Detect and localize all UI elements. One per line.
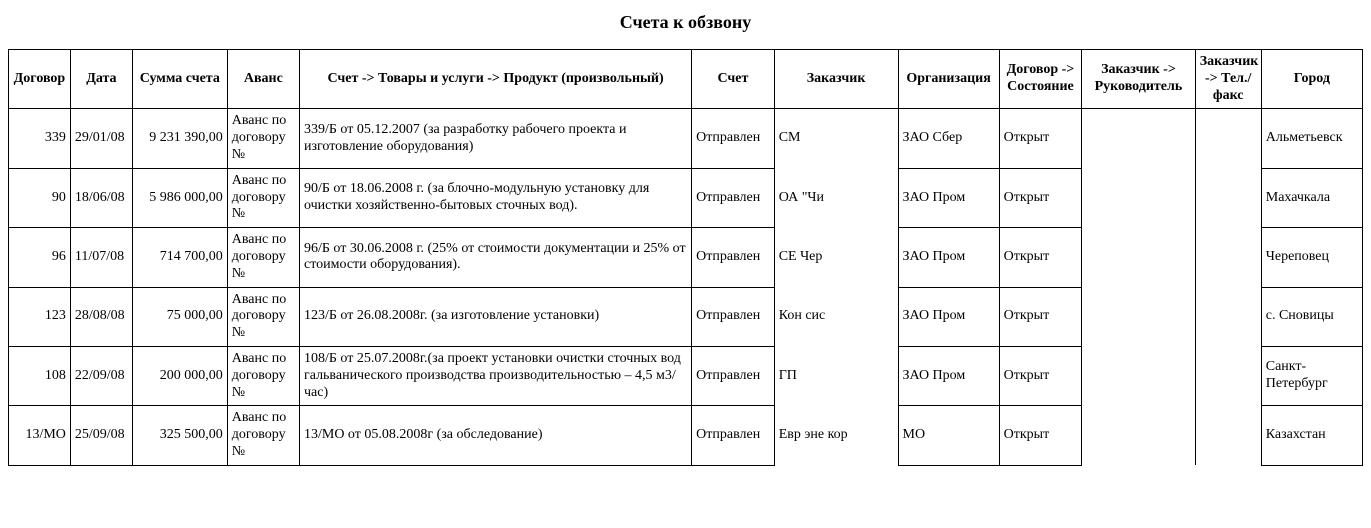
cell-city: Казахстан: [1261, 406, 1362, 465]
cell-head: [1082, 406, 1196, 465]
cell-head: [1082, 287, 1196, 346]
col-head: Заказчик -> Руководитель: [1082, 50, 1196, 109]
table-row: 33929/01/089 231 390,00Аванс по договору…: [9, 109, 1363, 168]
cell-org: ЗАО Сбер: [898, 109, 999, 168]
cell-advance: Аванс по договору №: [227, 406, 299, 465]
table-row: 9611/07/08714 700,00Аванс по договору №9…: [9, 228, 1363, 287]
cell-product: 339/Б от 05.12.2007 (за разработку рабоч…: [299, 109, 691, 168]
cell-head: [1082, 346, 1196, 405]
cell-tel: [1195, 287, 1261, 346]
cell-customer: Евр эне кор: [774, 406, 898, 465]
table-row: 12328/08/0875 000,00Аванс по договору №1…: [9, 287, 1363, 346]
cell-state: Открыт: [999, 109, 1082, 168]
cell-date: 22/09/08: [70, 346, 132, 405]
cell-invoice: Отправлен: [692, 406, 775, 465]
cell-sum: 75 000,00: [132, 287, 227, 346]
col-invoice: Счет: [692, 50, 775, 109]
cell-date: 28/08/08: [70, 287, 132, 346]
cell-product: 13/МО от 05.08.2008г (за обследование): [299, 406, 691, 465]
cell-state: Открыт: [999, 228, 1082, 287]
cell-date: 11/07/08: [70, 228, 132, 287]
cell-invoice: Отправлен: [692, 346, 775, 405]
col-tel: Заказчик -> Тел./факс: [1195, 50, 1261, 109]
cell-tel: [1195, 168, 1261, 227]
cell-customer: ГП: [774, 346, 898, 405]
page-title: Счета к обзвону: [8, 12, 1363, 33]
cell-date: 29/01/08: [70, 109, 132, 168]
cell-org: ЗАО Пром: [898, 228, 999, 287]
cell-tel: [1195, 406, 1261, 465]
col-org: Организация: [898, 50, 999, 109]
cell-customer: СЕ Чер: [774, 228, 898, 287]
cell-head: [1082, 109, 1196, 168]
cell-advance: Аванс по договору №: [227, 109, 299, 168]
cell-state: Открыт: [999, 406, 1082, 465]
cell-customer: СМ: [774, 109, 898, 168]
col-state: Договор -> Состояние: [999, 50, 1082, 109]
cell-contract: 13/МО: [9, 406, 71, 465]
col-customer: Заказчик: [774, 50, 898, 109]
cell-head: [1082, 228, 1196, 287]
cell-product: 123/Б от 26.08.2008г. (за изготовление у…: [299, 287, 691, 346]
col-product: Счет -> Товары и услуги -> Продукт (прои…: [299, 50, 691, 109]
cell-contract: 123: [9, 287, 71, 346]
cell-sum: 714 700,00: [132, 228, 227, 287]
cell-city: Махачкала: [1261, 168, 1362, 227]
cell-org: ЗАО Пром: [898, 346, 999, 405]
cell-contract: 90: [9, 168, 71, 227]
cell-sum: 200 000,00: [132, 346, 227, 405]
cell-tel: [1195, 109, 1261, 168]
cell-date: 25/09/08: [70, 406, 132, 465]
cell-advance: Аванс по договору №: [227, 168, 299, 227]
col-date: Дата: [70, 50, 132, 109]
cell-advance: Аванс по договору №: [227, 228, 299, 287]
cell-sum: 5 986 000,00: [132, 168, 227, 227]
cell-advance: Аванс по договору №: [227, 287, 299, 346]
cell-invoice: Отправлен: [692, 109, 775, 168]
cell-sum: 325 500,00: [132, 406, 227, 465]
cell-org: ЗАО Пром: [898, 168, 999, 227]
cell-invoice: Отправлен: [692, 228, 775, 287]
col-sum: Сумма счета: [132, 50, 227, 109]
cell-product: 96/Б от 30.06.2008 г. (25% от стоимости …: [299, 228, 691, 287]
cell-advance: Аванс по договору №: [227, 346, 299, 405]
invoices-table: Договор Дата Сумма счета Аванс Счет -> Т…: [8, 49, 1363, 466]
col-city: Город: [1261, 50, 1362, 109]
col-advance: Аванс: [227, 50, 299, 109]
table-header-row: Договор Дата Сумма счета Аванс Счет -> Т…: [9, 50, 1363, 109]
cell-customer: ОА "Чи: [774, 168, 898, 227]
cell-head: [1082, 168, 1196, 227]
cell-customer: Кон сис: [774, 287, 898, 346]
cell-city: с. Сновицы: [1261, 287, 1362, 346]
col-contract: Договор: [9, 50, 71, 109]
table-row: 10822/09/08200 000,00Аванс по договору №…: [9, 346, 1363, 405]
cell-date: 18/06/08: [70, 168, 132, 227]
cell-tel: [1195, 346, 1261, 405]
cell-invoice: Отправлен: [692, 168, 775, 227]
cell-product: 90/Б от 18.06.2008 г. (за блочно-модульн…: [299, 168, 691, 227]
cell-tel: [1195, 228, 1261, 287]
cell-contract: 96: [9, 228, 71, 287]
cell-state: Открыт: [999, 287, 1082, 346]
cell-contract: 339: [9, 109, 71, 168]
cell-city: Череповец: [1261, 228, 1362, 287]
cell-invoice: Отправлен: [692, 287, 775, 346]
cell-city: Санкт-Петербург: [1261, 346, 1362, 405]
cell-sum: 9 231 390,00: [132, 109, 227, 168]
table-row: 9018/06/085 986 000,00Аванс по договору …: [9, 168, 1363, 227]
table-row: 13/МО25/09/08325 500,00Аванс по договору…: [9, 406, 1363, 465]
cell-state: Открыт: [999, 168, 1082, 227]
cell-org: ЗАО Пром: [898, 287, 999, 346]
cell-contract: 108: [9, 346, 71, 405]
cell-city: Альметьевск: [1261, 109, 1362, 168]
cell-product: 108/Б от 25.07.2008г.(за проект установк…: [299, 346, 691, 405]
cell-state: Открыт: [999, 346, 1082, 405]
cell-org: МО: [898, 406, 999, 465]
